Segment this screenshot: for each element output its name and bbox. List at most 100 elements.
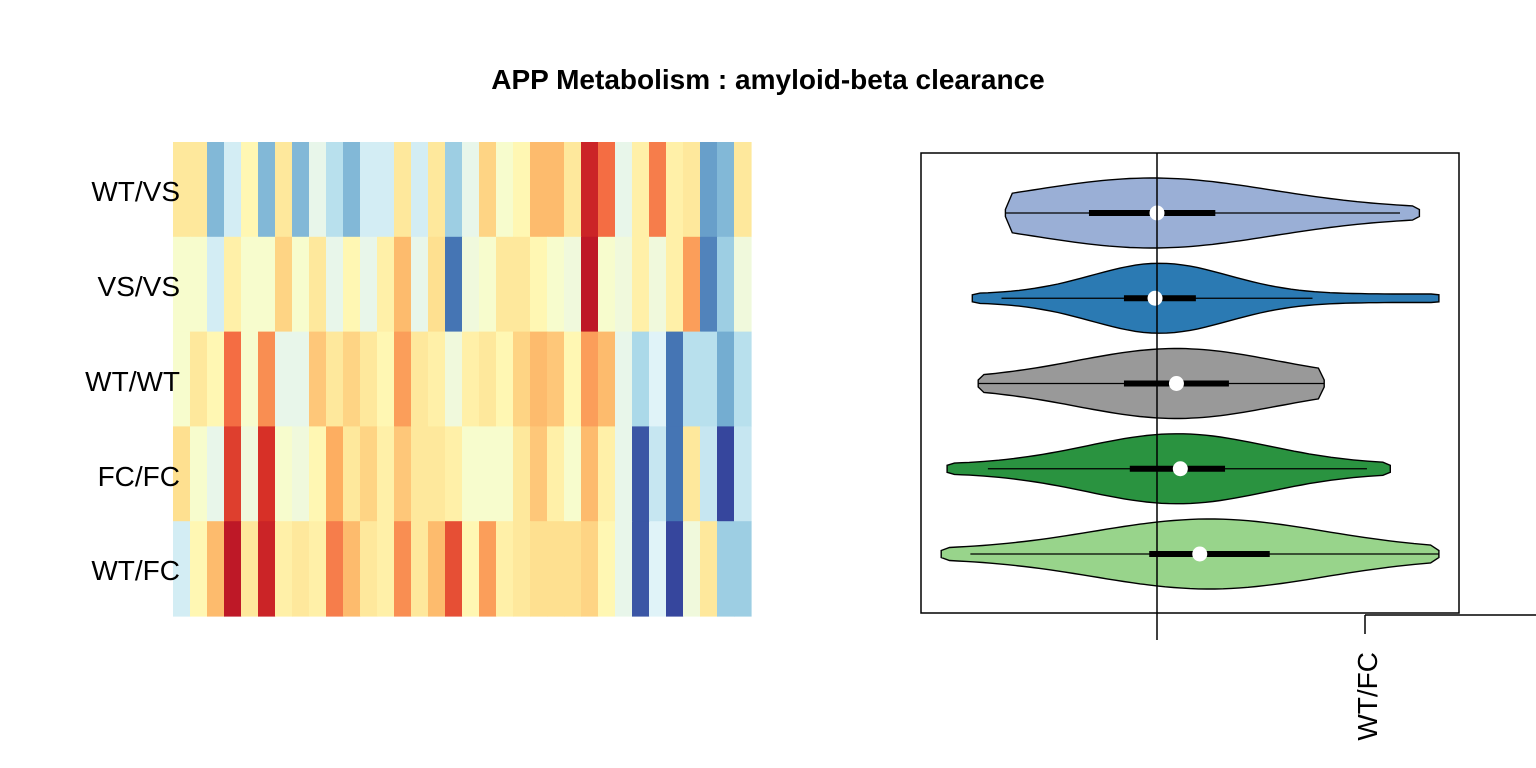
heatmap-cell: [343, 142, 361, 238]
heatmap-cell: [428, 426, 446, 522]
heatmap-cell: [649, 426, 667, 522]
heatmap-cell: [309, 142, 327, 238]
heatmap-cell: [581, 521, 599, 617]
heatmap-cell: [632, 521, 650, 617]
heatmap-cell: [530, 426, 548, 522]
heatmap-cell: [190, 331, 208, 427]
heatmap-cell: [343, 236, 361, 333]
heatmap-cell: [547, 521, 565, 617]
heatmap-cell: [411, 236, 429, 333]
row-label-wt-vs: WT/VS: [91, 176, 180, 207]
violin-fc-fc: [946, 433, 1391, 505]
heatmap-cell: [275, 142, 293, 238]
heatmap-cell: [700, 331, 718, 427]
heatmap-cell: [207, 521, 225, 617]
heatmap-cell: [394, 236, 412, 333]
heatmap-cell: [530, 521, 548, 617]
heatmap-cell: [445, 331, 463, 427]
heatmap-cell: [598, 426, 616, 522]
heatmap-cell: [428, 142, 446, 238]
violin-vs-vs: [971, 262, 1440, 334]
heatmap-cell: [700, 521, 718, 617]
heatmap-cell: [513, 236, 531, 333]
heatmap-cell: [275, 331, 293, 427]
heatmap-cell: [530, 236, 548, 333]
heatmap-cell: [190, 521, 208, 617]
heatmap-cell: [360, 521, 378, 617]
heatmap-cell: [564, 142, 582, 238]
heatmap-cell: [190, 426, 208, 522]
heatmap-cell: [530, 331, 548, 427]
heatmap-cell: [496, 426, 514, 522]
heatmap-cell: [224, 331, 242, 427]
heatmap-cell: [683, 426, 701, 522]
heatmap-cell: [615, 331, 633, 427]
heatmap-cell: [598, 142, 616, 238]
heatmap-cell: [683, 142, 701, 238]
heatmap-cell: [377, 142, 395, 238]
heatmap-cell: [292, 426, 310, 522]
x-tick-label: WT/FC: [1352, 652, 1383, 741]
heatmap-cell: [513, 142, 531, 238]
heatmap-cell: [462, 142, 480, 238]
heatmap-cell: [666, 331, 684, 427]
heatmap-cell: [462, 521, 480, 617]
heatmap-cell: [173, 331, 191, 427]
heatmap-cell: [275, 426, 293, 522]
heatmap-cell: [734, 236, 752, 333]
heatmap-cell: [309, 236, 327, 333]
heatmap-cell: [258, 331, 276, 427]
heatmap-cell: [394, 426, 412, 522]
heatmap-cell: [496, 142, 514, 238]
heatmap-cell: [360, 331, 378, 427]
heatmap-cell: [343, 331, 361, 427]
heatmap-cell: [190, 236, 208, 333]
heatmap-cell: [581, 426, 599, 522]
violins: [940, 177, 1440, 590]
heatmap-cell: [428, 236, 446, 333]
heatmap-cell: [479, 426, 497, 522]
heatmap-cell: [173, 142, 191, 238]
heatmap-cell: [649, 521, 667, 617]
heatmap-cell: [275, 521, 293, 617]
heatmap-cell: [598, 331, 616, 427]
heatmap: [173, 142, 752, 617]
heatmap-cell: [649, 331, 667, 427]
heatmap-cell: [377, 331, 395, 427]
heatmap-cell: [241, 142, 259, 238]
heatmap-cell: [683, 236, 701, 333]
heatmap-cell: [360, 236, 378, 333]
heatmap-cell: [377, 521, 395, 617]
heatmap-cell: [326, 331, 344, 427]
heatmap-cell: [292, 521, 310, 617]
heatmap-cell: [496, 331, 514, 427]
heatmap-cell: [445, 142, 463, 238]
heatmap-cell: [462, 331, 480, 427]
heatmap-cell: [649, 236, 667, 333]
heatmap-cell: [207, 142, 225, 238]
heatmap-cell: [547, 142, 565, 238]
heatmap-cell: [207, 236, 225, 333]
heatmap-cell: [445, 236, 463, 333]
heatmap-cell: [224, 236, 242, 333]
heatmap-cell: [394, 521, 412, 617]
heatmap-cell: [581, 236, 599, 333]
heatmap-cell: [496, 236, 514, 333]
heatmap-cell: [666, 426, 684, 522]
heatmap-cell: [700, 236, 718, 333]
heatmap-cell: [275, 236, 293, 333]
heatmap-cell: [258, 521, 276, 617]
heatmap-cell: [717, 331, 735, 427]
heatmap-cell: [513, 521, 531, 617]
heatmap-cell: [292, 236, 310, 333]
heatmap-cell: [377, 236, 395, 333]
row-label-wt-fc: WT/FC: [91, 555, 180, 586]
violin-wt-wt: [977, 347, 1325, 420]
heatmap-row-labels: WT/VS VS/VS WT/WT FC/FC WT/FC: [85, 176, 180, 586]
heatmap-cell: [700, 426, 718, 522]
heatmap-cell: [241, 426, 259, 522]
heatmap-cell: [479, 236, 497, 333]
heatmap-cell: [173, 426, 191, 522]
heatmap-cell: [377, 426, 395, 522]
